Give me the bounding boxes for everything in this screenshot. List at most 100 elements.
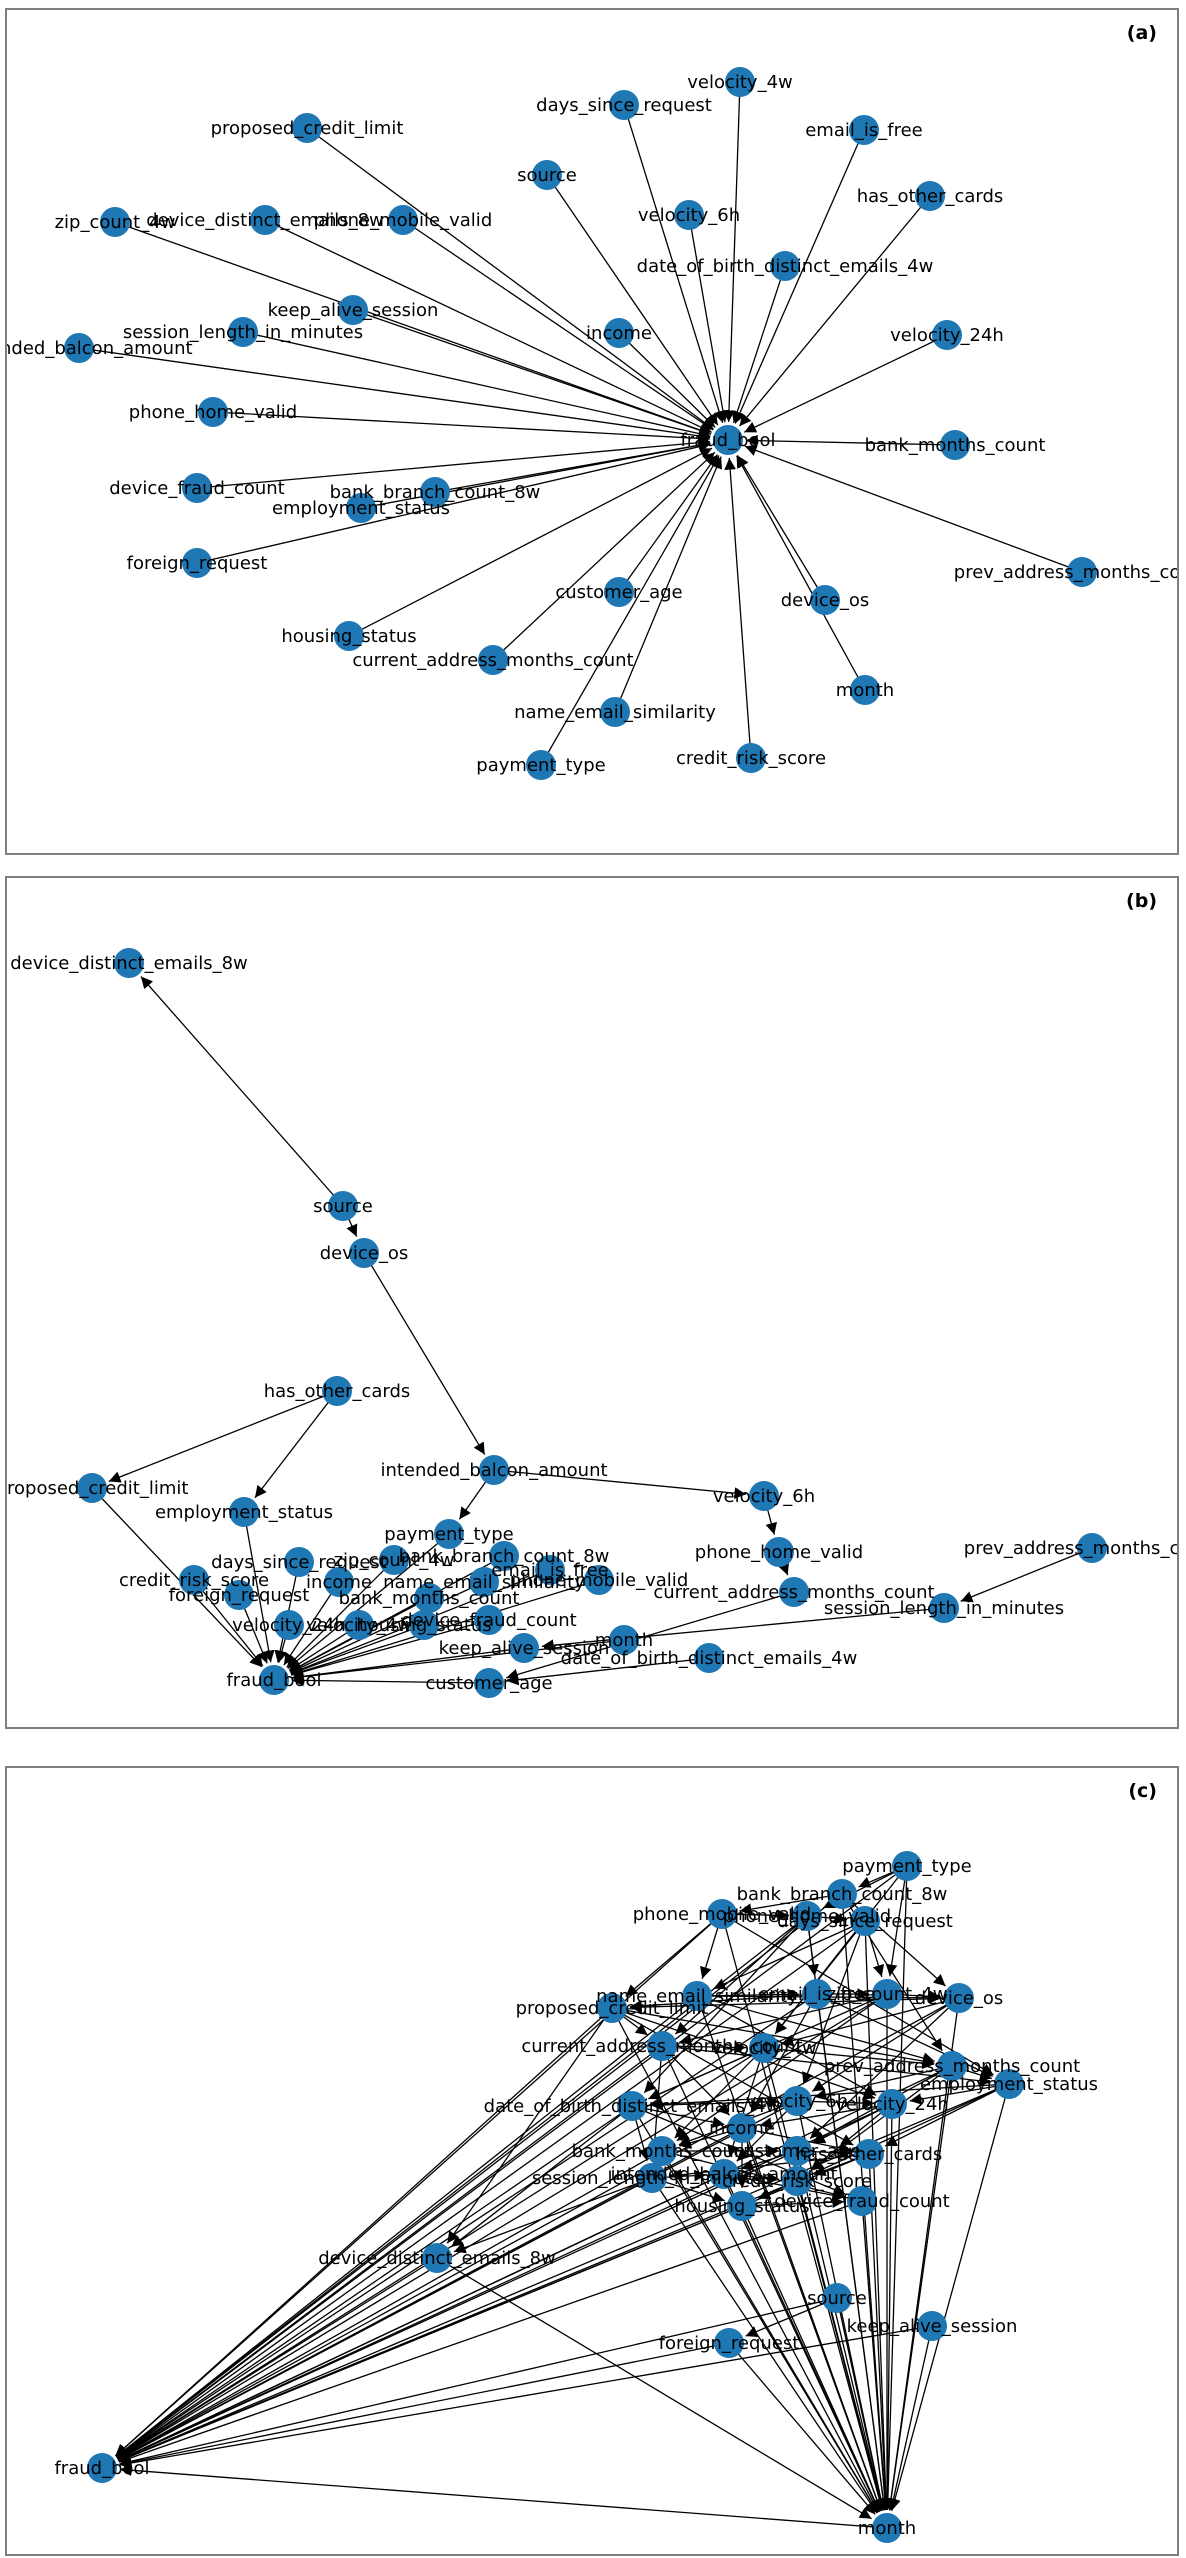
graph-node-label-foreign_request: foreign_request [169, 1585, 310, 1606]
graph-node-source [822, 2283, 852, 2313]
graph-edge [117, 2173, 725, 2461]
graph-a: proposed_credit_limit days_since_requestv… [7, 67, 1177, 780]
graph-edge [506, 1657, 710, 1686]
graph-node-name_email_similarity [469, 1567, 499, 1597]
graph-edge [736, 455, 866, 691]
graph-edge [242, 331, 711, 440]
graph-node-label-has_other_cards: has_other_cards [857, 186, 1004, 207]
graph-edge [116, 2105, 633, 2459]
graph-edge [618, 454, 719, 593]
graph-edge [884, 2083, 1010, 2147]
graph-edge [290, 1624, 425, 1676]
graph-node-label-credit_risk_score: credit_risk_score [119, 1570, 269, 1591]
graph-c: payment_type bank_branch_count_8wphone_mo… [54, 1851, 1098, 2543]
graph-node-label-velocity_6h: velocity_6h [746, 2091, 848, 2112]
graph-node-label-income: income [586, 323, 652, 344]
graph-edge [816, 1993, 889, 2511]
graph-node-device_fraud_count [847, 2186, 877, 2216]
graph-node-prev_address_months_count [1067, 557, 1097, 587]
graph-node-velocity_4w [344, 1610, 374, 1640]
edges-layer [78, 81, 1083, 766]
graph-edge [291, 1647, 525, 1683]
graph-node-label-current_address_months_count: current_address_months_count [521, 2036, 802, 2057]
graph-node-label-date_of_birth_distinct_emails_4w: date_of_birth_distinct_emails_4w [637, 256, 934, 277]
graph-node-label-income: income [306, 1572, 372, 1593]
graph-edge [291, 1619, 490, 1678]
graph-node-bank_branch_count_8w [420, 477, 450, 507]
graph-node-label-proposed_credit_limit: proposed_credit_limit [516, 1998, 709, 2019]
graph-node-velocity_4w [725, 67, 755, 97]
graph-node-customer_age [474, 1668, 504, 1698]
graph-node-fraud_bool [87, 2453, 117, 2483]
graph-node-days_since_request [850, 1906, 880, 1936]
graph-node-label-bank_branch_count_8w: bank_branch_count_8w [737, 1884, 948, 1905]
graph-node-label-customer_age: customer_age [425, 1673, 552, 1694]
graph-node-label-prev_address_months_count: prev_address_months_count [824, 2056, 1080, 2077]
graph-node-label-device_os: device_os [320, 1243, 409, 1264]
graph-node-label-velocity_6h: velocity_6h [638, 205, 740, 226]
graph-node-label-session_length_in_minutes: session_length_in_minutes [123, 322, 363, 343]
graph-edge [254, 1390, 338, 1499]
graph-edge [360, 439, 711, 509]
graph-node-label-device_distinct_emails_8w: device_distinct_emails_8w [146, 210, 384, 231]
graph-node-email_is_free [849, 115, 879, 145]
graph-node-days_since_request [609, 90, 639, 120]
graph-node-date_of_birth_distinct_emails_4w [770, 251, 800, 281]
graph-node-date_of_birth_distinct_emails_4w [617, 2091, 647, 2121]
graph-edge [868, 2153, 892, 2511]
graph-node-velocity_24h [877, 2089, 907, 2119]
graph-edge [363, 1252, 486, 1455]
graph-node-label-phone_home_valid: phone_home_valid [723, 1906, 891, 1927]
graph-node-label-customer_age: customer_age [555, 582, 682, 603]
graph-node-velocity_6h [674, 200, 704, 230]
graph-node-label-prev_address_months_count: prev_address_months_count [954, 562, 1177, 583]
graph-node-label-velocity_4w: velocity_4w [711, 2038, 817, 2059]
graph-edge [289, 1555, 505, 1673]
graph-node-label-intended_balcon_amount: intended_balcon_amount [7, 338, 193, 359]
graph-node-proposed_credit_limit [292, 113, 322, 143]
graph-node-label-velocity_4w: velocity_4w [306, 1615, 412, 1636]
graph-node-payment_type [526, 750, 556, 780]
graph-edge [809, 1997, 960, 2140]
graph-node-label-fraud_bool: fraud_bool [680, 430, 775, 451]
graph-edge [78, 347, 711, 442]
graph-edge [291, 1639, 625, 1683]
graph-node-email_is_free [802, 1979, 832, 2009]
graph-node-intended_balcon_amount [479, 1455, 509, 1485]
graph-edge [774, 1865, 908, 2035]
graph-node-velocity_4w [749, 2033, 779, 2063]
graph-edge [861, 2200, 891, 2511]
graph-edge [117, 2150, 663, 2460]
graph-node-label-foreign_request: foreign_request [127, 553, 268, 574]
graph-node-velocity_6h [782, 2086, 812, 2116]
graph-edge [623, 104, 725, 424]
graph-node-label-device_os: device_os [915, 1988, 1004, 2009]
graph-edge [744, 444, 1083, 573]
graph-node-label-credit_risk_score: credit_risk_score [676, 748, 826, 769]
graph-edge [291, 1579, 600, 1677]
graph-node-label-housing_status: housing_status [356, 1615, 491, 1636]
graph-node-source [532, 160, 562, 190]
graph-edge [196, 436, 711, 489]
graph-node-customer_age [604, 577, 634, 607]
graph-node-month [850, 675, 880, 705]
graph-edge [436, 2257, 872, 2520]
graph-edge [114, 2007, 613, 2457]
graph-node-bank_months_count [940, 430, 970, 460]
graph-node-keep_alive_session [509, 1633, 539, 1663]
graph-edge [674, 1915, 808, 2035]
graph-node-keep_alive_session [917, 2311, 947, 2341]
graph-edge [723, 2173, 881, 2512]
graph-node-bank_months_count [414, 1583, 444, 1613]
graph-node-label-has_other_cards: has_other_cards [796, 2144, 943, 2165]
graph-edge [802, 1920, 866, 2085]
graph-node-velocity_6h [749, 1481, 779, 1511]
graph-edge [731, 265, 786, 424]
graph-edge [119, 2325, 933, 2469]
graph-edge [864, 1920, 892, 2511]
graph-edge [290, 1581, 485, 1673]
graph-node-credit_risk_score [782, 2166, 812, 2196]
graph-edge [117, 1993, 888, 2460]
graph-edge [118, 2150, 798, 2462]
graph-node-email_is_free [535, 1555, 565, 1585]
